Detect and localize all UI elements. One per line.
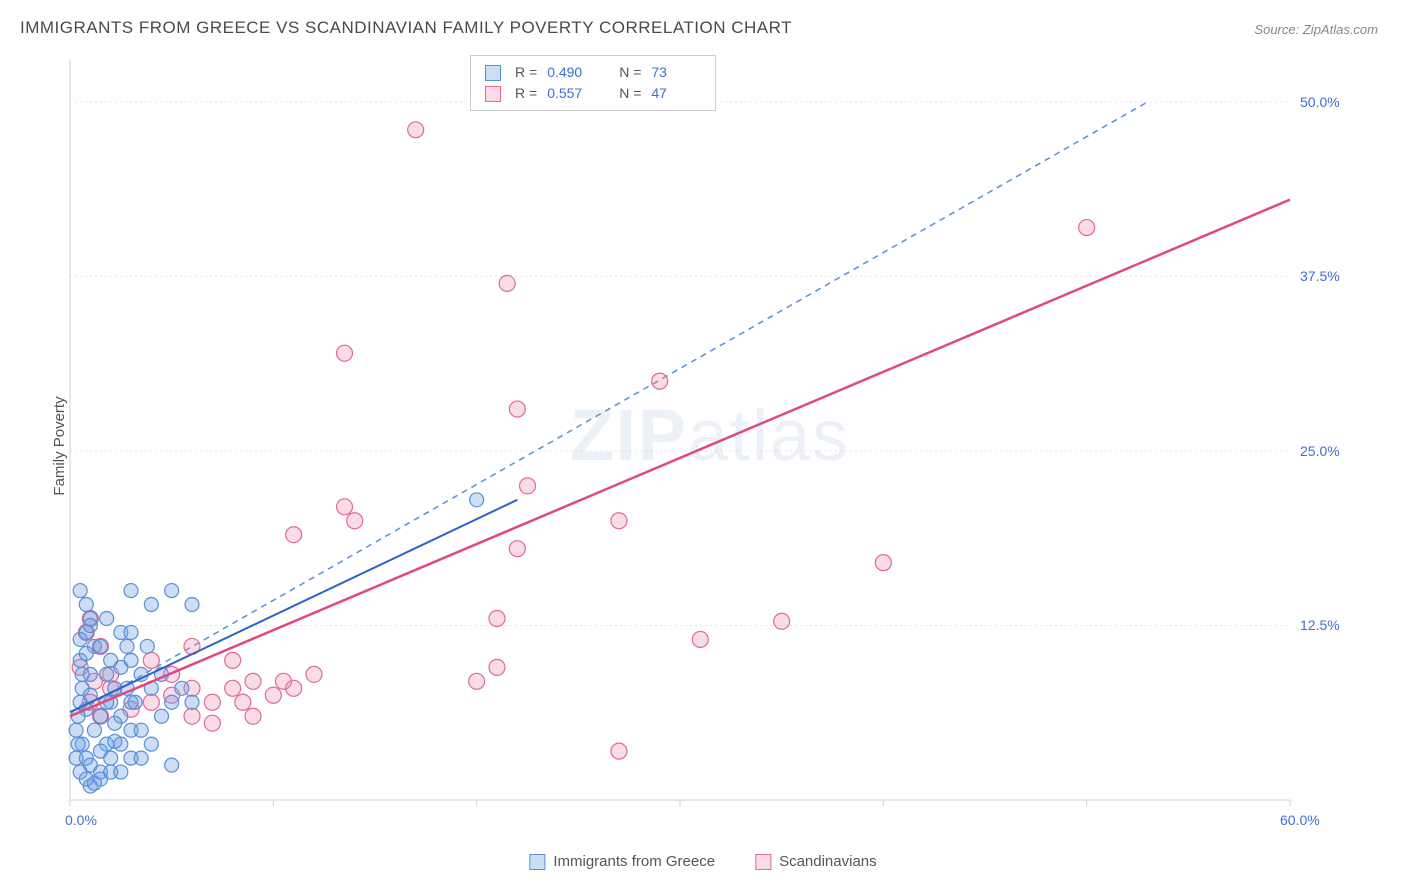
source-name: ZipAtlas.com <box>1303 22 1378 37</box>
chart-container: IMMIGRANTS FROM GREECE VS SCANDINAVIAN F… <box>0 0 1406 892</box>
stats-row-greece: R = 0.490 N = 73 <box>485 62 701 83</box>
stats-swatch-scandinavians <box>485 86 501 102</box>
stats-r-label-greece: R = <box>515 62 537 83</box>
stats-n-label-greece: N = <box>619 62 641 83</box>
y-tick-label: 12.5% <box>1300 617 1340 633</box>
stats-row-scandinavians: R = 0.557 N = 47 <box>485 83 701 104</box>
legend-label-scand: Scandinavians <box>779 853 877 870</box>
stats-r-value-greece: 0.490 <box>547 62 597 83</box>
y-tick-label: 25.0% <box>1300 443 1340 459</box>
stats-r-value-scand: 0.557 <box>547 83 597 104</box>
source-label: Source: <box>1254 22 1299 37</box>
bottom-legend: Immigrants from Greece Scandinavians <box>529 853 876 870</box>
legend-item-greece: Immigrants from Greece <box>529 853 715 870</box>
legend-label-greece: Immigrants from Greece <box>553 853 715 870</box>
stats-r-label-scand: R = <box>515 83 537 104</box>
x-tick-label: 60.0% <box>1280 812 1320 828</box>
stats-n-label-scand: N = <box>619 83 641 104</box>
stats-n-value-scand: 47 <box>651 83 701 104</box>
stats-legend: R = 0.490 N = 73 R = 0.557 N = 47 <box>470 55 716 111</box>
legend-item-scandinavians: Scandinavians <box>755 853 877 870</box>
plot-area: ZIPatlas <box>60 50 1360 830</box>
stats-n-value-greece: 73 <box>651 62 701 83</box>
y-tick-label: 50.0% <box>1300 94 1340 110</box>
chart-svg <box>60 50 1360 830</box>
legend-swatch-greece <box>529 854 545 870</box>
chart-title: IMMIGRANTS FROM GREECE VS SCANDINAVIAN F… <box>20 18 792 38</box>
source-attribution: Source: ZipAtlas.com <box>1254 22 1378 37</box>
stats-swatch-greece <box>485 65 501 81</box>
y-tick-label: 37.5% <box>1300 268 1340 284</box>
x-tick-label: 0.0% <box>65 812 97 828</box>
legend-swatch-scandinavians <box>755 854 771 870</box>
